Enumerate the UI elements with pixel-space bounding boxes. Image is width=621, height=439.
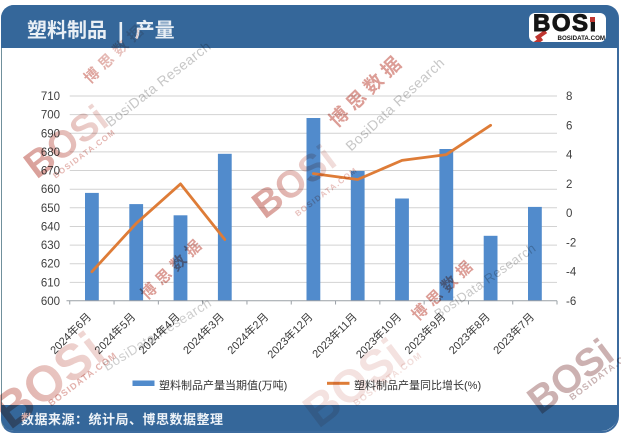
svg-text:680: 680 — [41, 147, 60, 159]
svg-text:670: 670 — [41, 166, 60, 178]
svg-text:700: 700 — [41, 110, 60, 122]
svg-text:2: 2 — [566, 179, 572, 191]
svg-text:8: 8 — [566, 91, 572, 103]
svg-text:4: 4 — [566, 150, 573, 162]
svg-text:塑料制品产量同比增长(%): 塑料制品产量同比增长(%) — [354, 377, 481, 393]
svg-text:2023年7月: 2023年7月 — [489, 309, 538, 358]
svg-text:690: 690 — [41, 128, 60, 140]
svg-text:-2: -2 — [566, 237, 576, 249]
svg-text:600: 600 — [41, 296, 60, 308]
svg-text:6: 6 — [566, 120, 572, 132]
svg-text:710: 710 — [41, 91, 60, 103]
svg-text:610: 610 — [41, 277, 60, 289]
svg-text:2023年12月: 2023年12月 — [263, 309, 316, 362]
svg-text:630: 630 — [41, 240, 60, 252]
svg-text:2023年8月: 2023年8月 — [445, 309, 494, 358]
svg-text:-6: -6 — [566, 296, 576, 308]
svg-text:-4: -4 — [566, 267, 577, 279]
svg-text:塑料制品产量当期值(万吨): 塑料制品产量当期值(万吨) — [159, 377, 287, 393]
svg-text:620: 620 — [41, 259, 60, 271]
svg-text:640: 640 — [41, 222, 60, 234]
svg-text:650: 650 — [41, 203, 60, 215]
svg-text:660: 660 — [41, 184, 60, 196]
svg-text:0: 0 — [566, 208, 572, 220]
